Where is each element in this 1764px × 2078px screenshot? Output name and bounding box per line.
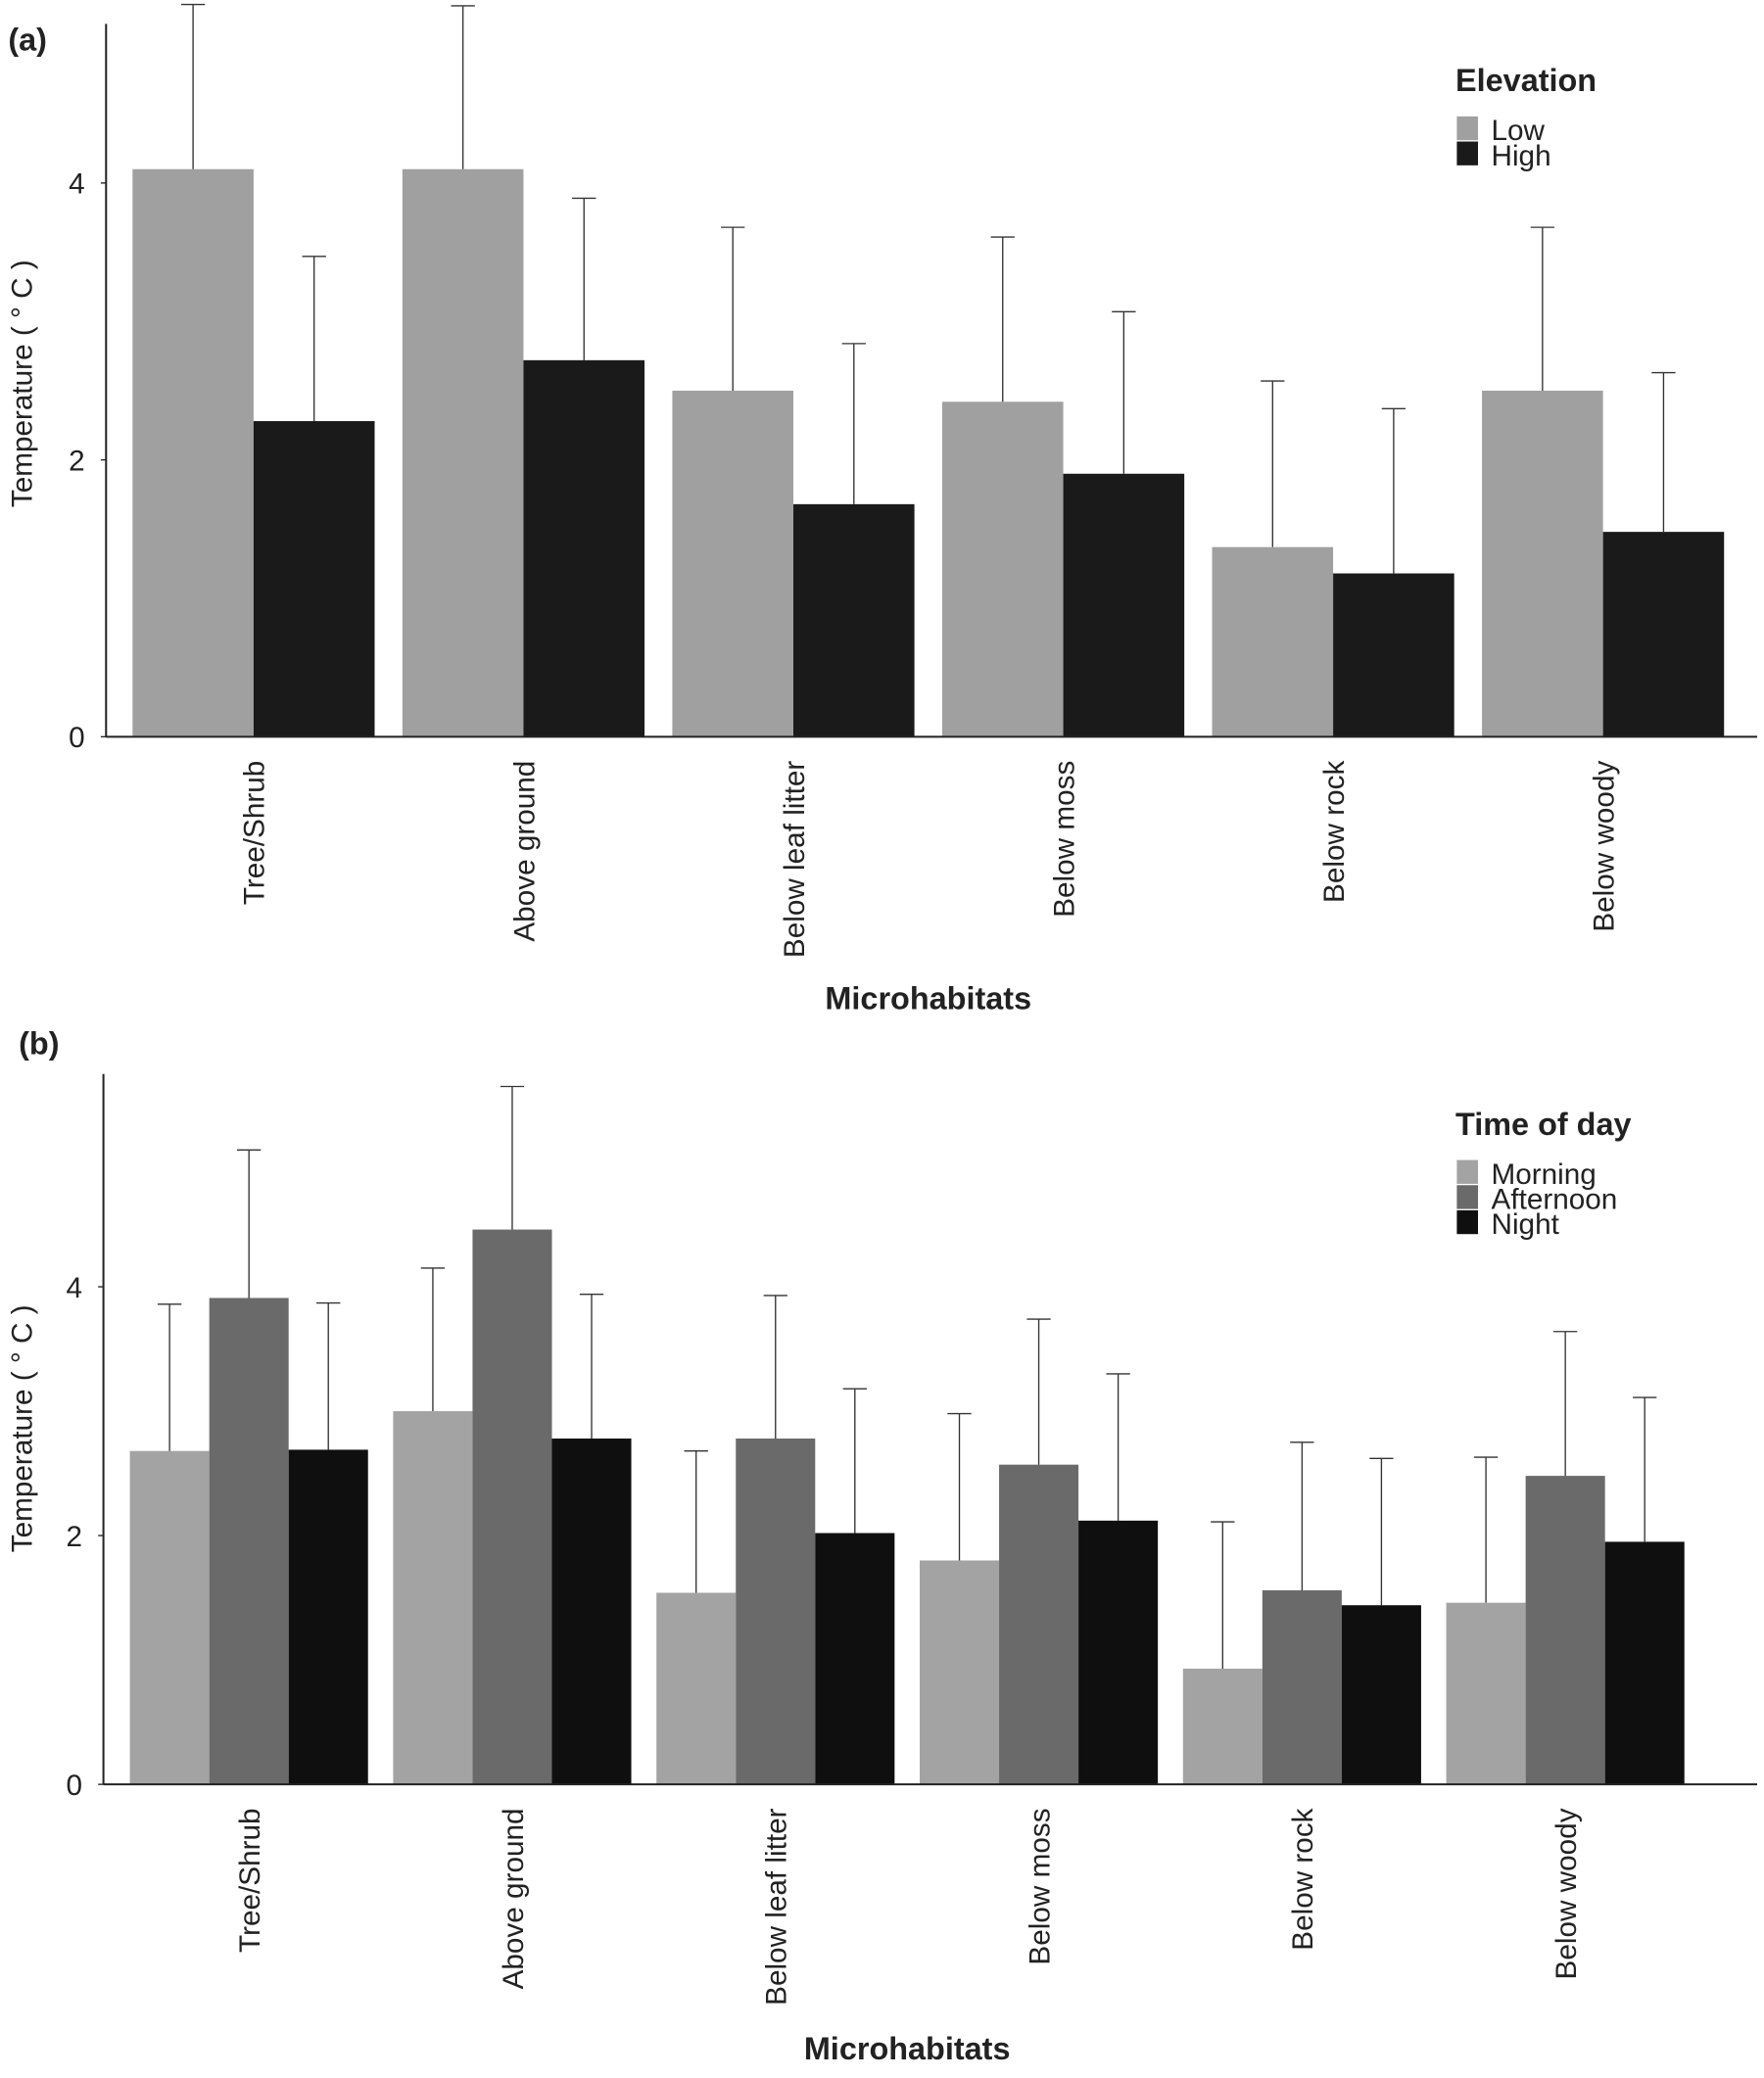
error-bar xyxy=(684,1450,708,1593)
y-tick-label: 4 xyxy=(66,1272,82,1304)
error-bar xyxy=(157,1303,182,1451)
bar xyxy=(672,390,794,737)
bar xyxy=(129,1450,210,1785)
x-tick-label: Below woody xyxy=(1550,1808,1583,1979)
x-tick-label: Below rock xyxy=(1287,1808,1319,1950)
error-bar xyxy=(841,343,866,504)
x-tick-label: Tree/Shrub xyxy=(239,761,271,906)
bar xyxy=(551,1438,632,1785)
panel-label: (a) xyxy=(8,22,47,57)
bar xyxy=(1604,1541,1685,1785)
legend-title: Time of day xyxy=(1455,1107,1631,1142)
error-bar xyxy=(990,236,1015,402)
legend-label: High xyxy=(1492,140,1551,172)
y-tick-label: 2 xyxy=(69,445,85,477)
legend-label: Afternoon xyxy=(1492,1184,1618,1216)
bar xyxy=(1341,1605,1421,1785)
error-bar xyxy=(1106,1373,1130,1521)
x-tick-label: Below woody xyxy=(1588,761,1620,932)
bar xyxy=(209,1298,289,1785)
error-bar xyxy=(316,1301,341,1450)
bar xyxy=(1182,1668,1263,1785)
bar xyxy=(1262,1589,1342,1785)
error-bar xyxy=(579,1293,604,1439)
legend-label: Low xyxy=(1492,115,1546,147)
error-bar xyxy=(302,256,326,422)
x-tick-label: Above ground xyxy=(508,761,541,942)
bar xyxy=(1446,1602,1526,1785)
legend-label: Morning xyxy=(1492,1158,1597,1191)
y-tick-label: 4 xyxy=(69,168,85,201)
legend-swatch xyxy=(1456,1159,1479,1184)
y-tick-label: 0 xyxy=(69,722,85,754)
bar xyxy=(1482,390,1603,737)
bar xyxy=(999,1464,1079,1785)
x-tick-label: Below leaf litter xyxy=(761,1808,793,2006)
error-bar xyxy=(763,1295,787,1439)
legend-swatch xyxy=(1456,116,1479,141)
bar xyxy=(1212,546,1334,737)
bar xyxy=(402,168,524,737)
legend-swatch xyxy=(1456,1209,1479,1235)
bar xyxy=(472,1229,552,1785)
error-bar xyxy=(1369,1457,1394,1606)
bar xyxy=(288,1449,368,1785)
bar xyxy=(132,168,254,737)
error-bar xyxy=(500,1085,525,1230)
error-bar xyxy=(1112,310,1136,474)
x-tick-label: Above ground xyxy=(498,1808,530,1989)
error-bar xyxy=(1211,1521,1235,1670)
legend-title: Elevation xyxy=(1455,63,1597,98)
error-bar xyxy=(1261,380,1285,547)
error-bar xyxy=(721,226,745,391)
legend-label: Night xyxy=(1492,1208,1560,1241)
bar xyxy=(1333,573,1454,737)
error-bar xyxy=(572,197,596,360)
bar xyxy=(523,359,645,737)
error-bar xyxy=(1633,1396,1657,1542)
bar xyxy=(1602,532,1725,737)
y-axis-label: Temperature ( ° C ) xyxy=(7,1304,39,1552)
x-axis-label: Microhabitats xyxy=(825,981,1031,1016)
error-bar xyxy=(842,1388,867,1534)
bar xyxy=(941,401,1064,737)
error-bar xyxy=(1290,1441,1314,1590)
bar xyxy=(1078,1520,1159,1785)
bar xyxy=(1525,1476,1605,1785)
x-tick-label: Below moss xyxy=(1048,761,1080,918)
error-bar xyxy=(420,1267,446,1412)
bar xyxy=(919,1560,1000,1785)
panel-label: (b) xyxy=(19,1026,59,1062)
y-tick-label: 2 xyxy=(66,1521,82,1553)
bar xyxy=(736,1438,816,1785)
bar xyxy=(793,503,915,737)
bar xyxy=(253,421,375,737)
x-tick-label: Tree/Shrub xyxy=(234,1808,266,1953)
legend-swatch xyxy=(1456,141,1479,165)
error-bar xyxy=(237,1149,262,1299)
error-bar xyxy=(1026,1318,1051,1465)
y-axis-label: Temperature ( ° C ) xyxy=(7,260,39,507)
y-tick-label: 0 xyxy=(66,1770,82,1802)
bar xyxy=(815,1533,895,1785)
error-bar xyxy=(451,5,475,169)
x-tick-label: Below moss xyxy=(1024,1808,1056,1964)
error-bar xyxy=(1473,1456,1499,1603)
bar xyxy=(656,1592,737,1785)
bar xyxy=(393,1411,473,1785)
error-bar xyxy=(1552,1331,1578,1477)
bar xyxy=(1063,473,1185,737)
x-tick-label: Below rock xyxy=(1318,761,1351,903)
error-bar xyxy=(1651,371,1676,533)
error-bar xyxy=(180,3,206,169)
x-tick-label: Below leaf litter xyxy=(779,761,811,959)
error-bar xyxy=(947,1412,972,1561)
error-bar xyxy=(1381,407,1406,574)
legend-swatch xyxy=(1456,1185,1479,1209)
x-axis-label: Microhabitats xyxy=(804,2031,1011,2066)
error-bar xyxy=(1530,226,1555,391)
